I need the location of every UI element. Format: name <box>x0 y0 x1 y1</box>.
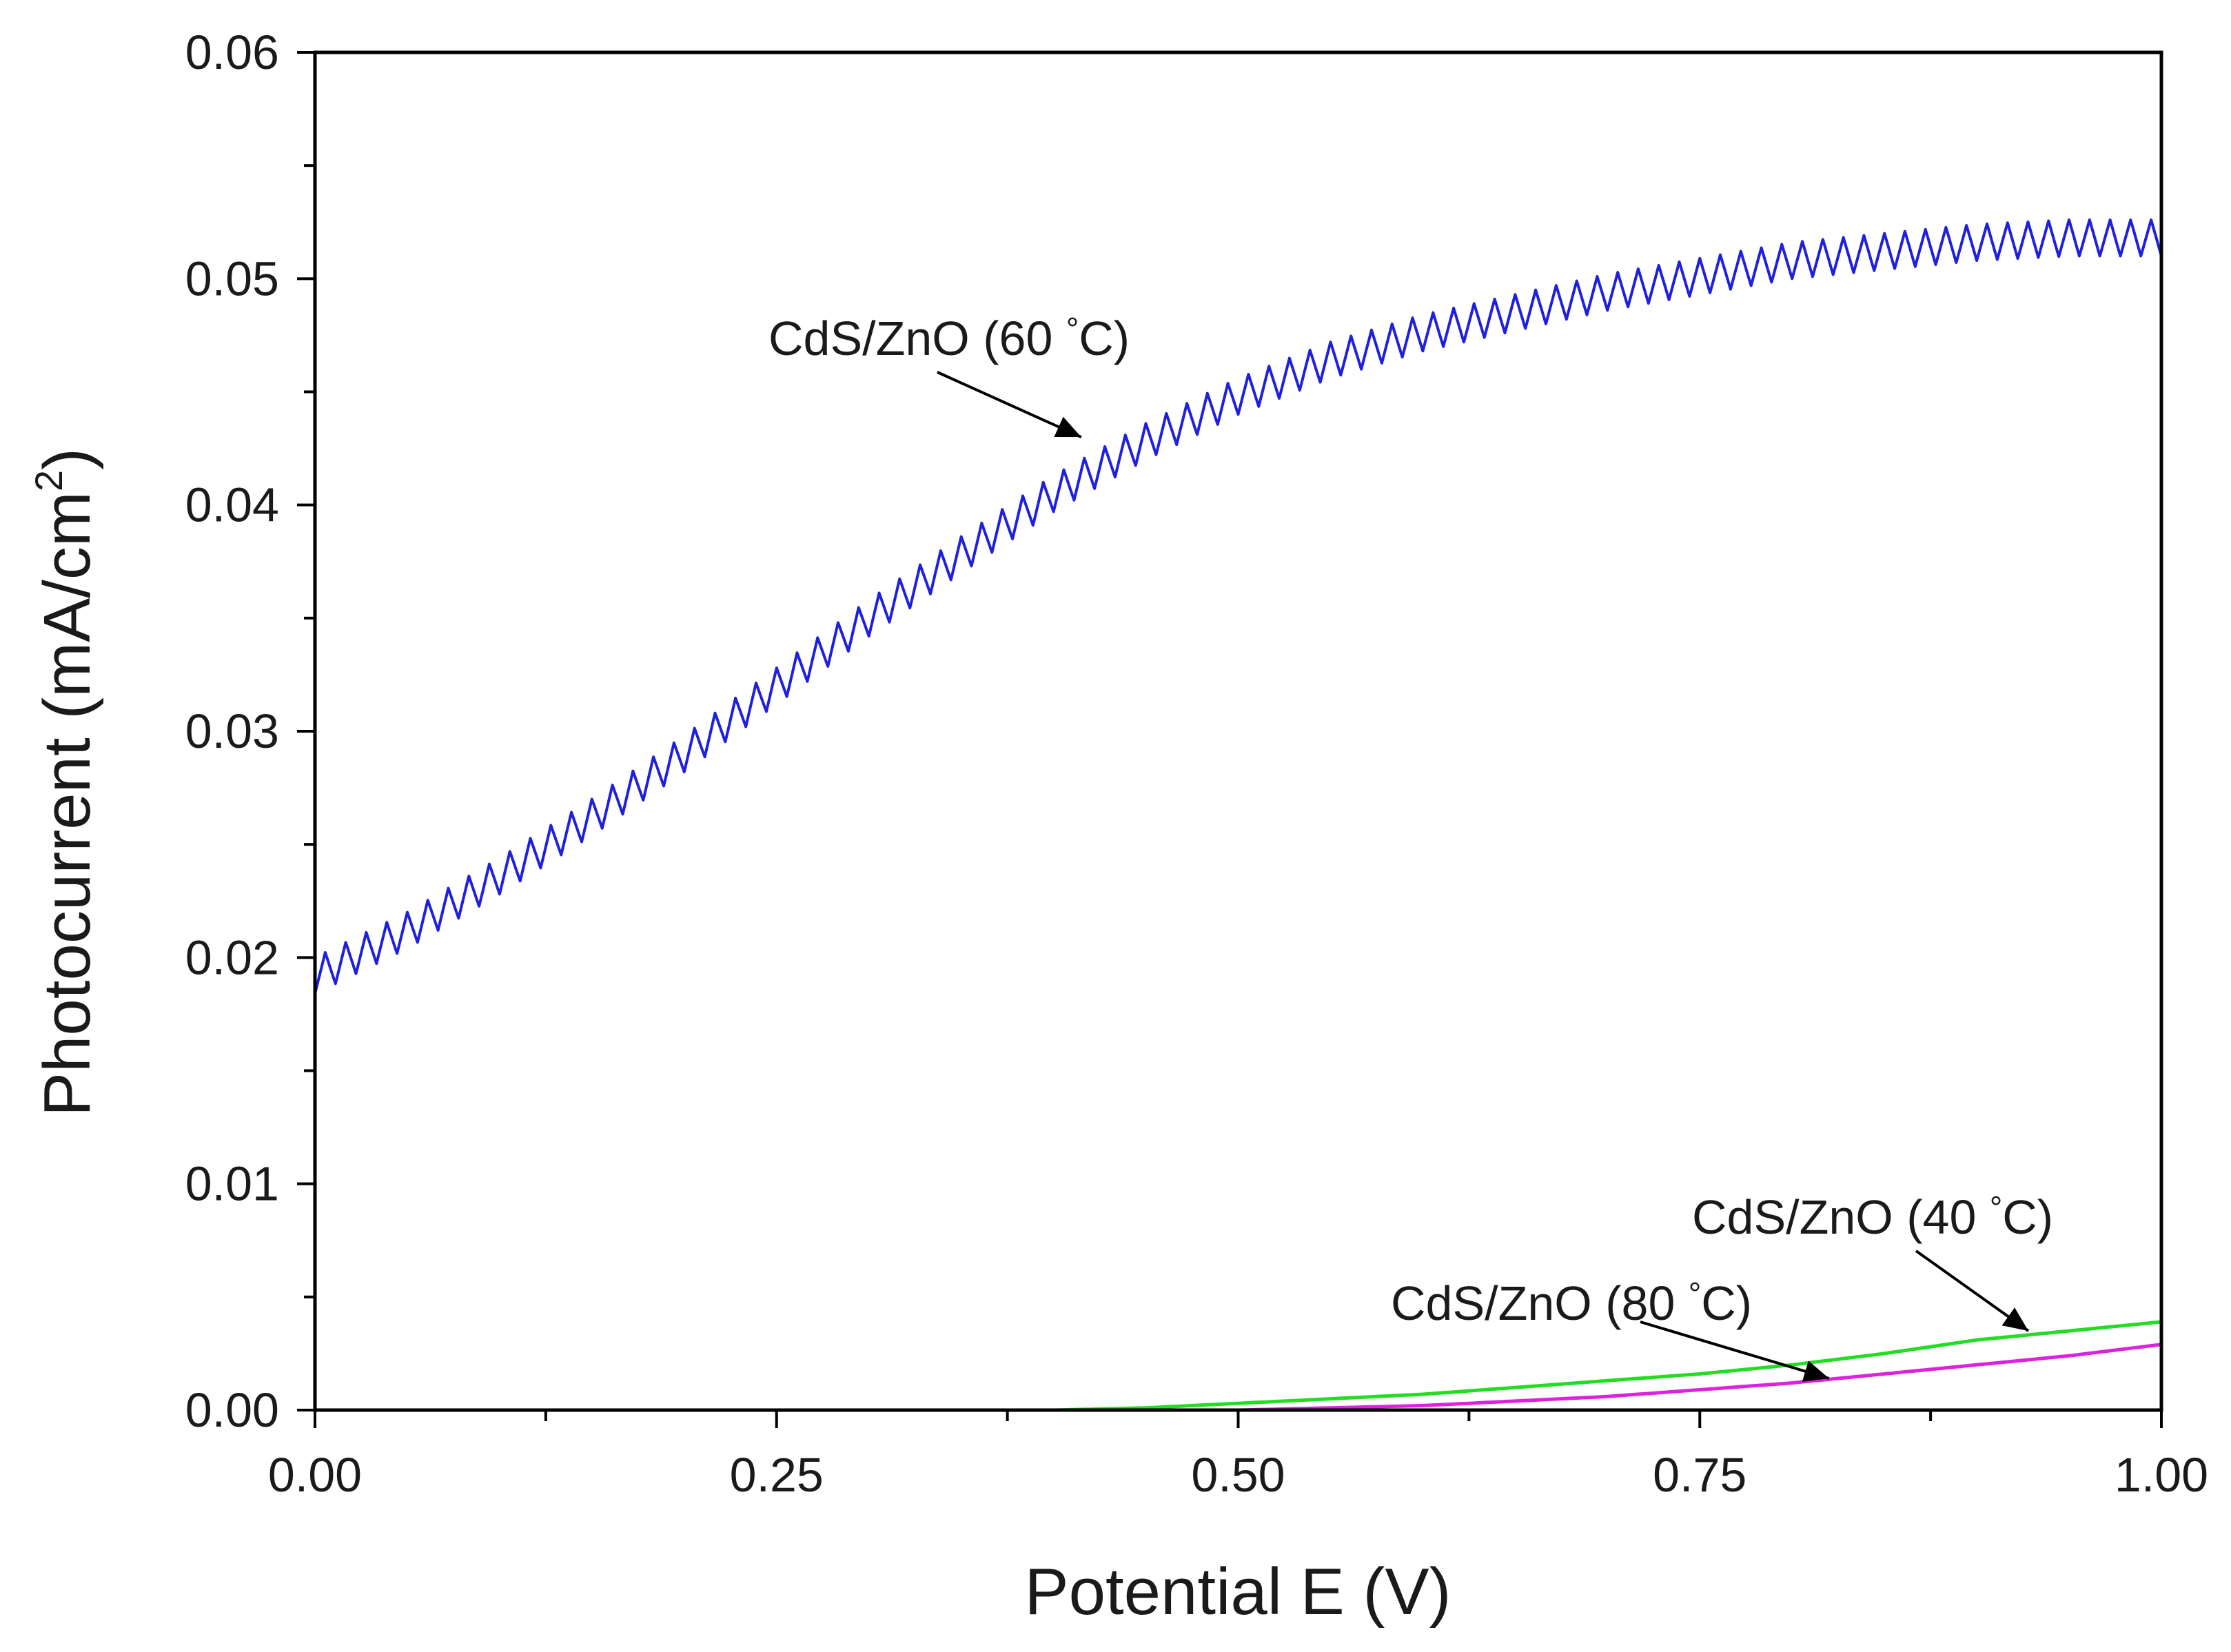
annotation-60c-prefix: CdS/ZnO (60 <box>768 312 1066 365</box>
y-axis-label-close: ) <box>30 448 104 470</box>
series-line-0 <box>314 218 2163 995</box>
y-tick-label: 0.03 <box>185 704 279 758</box>
y-tick-label: 0.06 <box>185 26 279 79</box>
annotation-40c-suffix: C) <box>2002 1190 2053 1244</box>
annotation-80c-prefix: CdS/ZnO (80 <box>1391 1276 1689 1330</box>
y-tick-label: 0.01 <box>185 1157 279 1211</box>
annotation-80c-label: CdS/ZnO (80 °C) <box>1391 1276 1752 1330</box>
annotation-60c: CdS/ZnO (60 °C) <box>768 311 1130 438</box>
annotation-80c-degree: ° <box>1689 1276 1701 1312</box>
x-tick-label: 1.00 <box>2115 1448 2208 1502</box>
x-axis-label: Potential E (V) <box>1025 1555 1451 1629</box>
x-tick-label: 0.50 <box>1191 1448 1285 1502</box>
annotation-80c-suffix: C) <box>1701 1276 1752 1330</box>
annotation-40c: CdS/ZnO (40 °C) <box>1692 1190 2053 1332</box>
y-axis-label-main: Photocurrent (mA/cm <box>30 491 104 1116</box>
annotation-60c-degree: ° <box>1066 311 1079 347</box>
y-tick-label: 0.04 <box>185 478 279 532</box>
annotation-60c-arrow <box>937 371 1082 438</box>
annotation-80c: CdS/ZnO (80 °C) <box>1391 1276 1830 1383</box>
y-tick-label: 0.05 <box>185 252 279 305</box>
plot-frame <box>313 50 2163 1412</box>
x-tick-label: 0.00 <box>268 1448 362 1502</box>
series-line-1 <box>315 1320 2162 1412</box>
y-axis-label: Photocurrent (mA/cm2) <box>27 448 104 1116</box>
annotation-80c-arrow <box>1640 1320 1830 1383</box>
annotation-60c-suffix: C) <box>1079 312 1130 365</box>
ticks-layer: 0.00 0.25 0.50 0.75 1.00 0.00 0.01 0.02 0.03 0.04… <box>185 26 2208 1502</box>
annotation-40c-arrow <box>1915 1250 2030 1332</box>
y-tick-label: 0.02 <box>185 930 279 984</box>
x-tick-label: 0.75 <box>1653 1448 1746 1502</box>
annotation-60c-label: CdS/ZnO (60 °C) <box>768 311 1130 365</box>
annotation-40c-label: CdS/ZnO (40 °C) <box>1692 1190 2053 1244</box>
x-tick-label: 0.25 <box>730 1448 824 1502</box>
y-axis-label-sup: 2 <box>27 470 70 491</box>
y-tick-label: 0.00 <box>185 1383 279 1437</box>
annotation-40c-prefix: CdS/ZnO (40 <box>1692 1190 1990 1244</box>
annotation-40c-degree: ° <box>1990 1190 2002 1225</box>
